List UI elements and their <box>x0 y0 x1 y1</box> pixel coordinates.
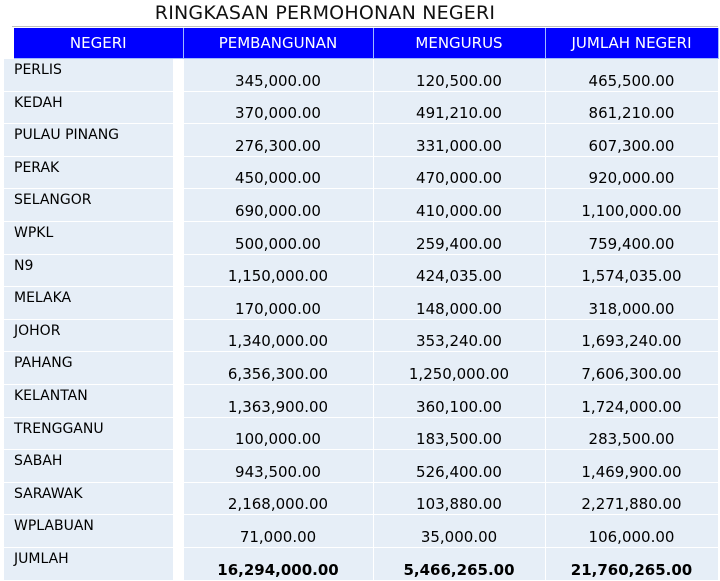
pembangunan-cell: 16,294,000.00 <box>183 547 374 581</box>
table-row: KEDAH 370,000.00 491,210.00 861,210.00 <box>4 91 719 125</box>
state-cell: PAHANG <box>4 351 174 385</box>
pembangunan-cell: 345,000.00 <box>183 58 374 92</box>
mengurus-cell: 526,400.00 <box>373 449 546 483</box>
pembangunan-cell: 1,340,000.00 <box>183 319 374 353</box>
pembangunan-cell: 1,150,000.00 <box>183 254 374 288</box>
jumlah-cell: 1,469,900.00 <box>545 449 719 483</box>
state-cell: SABAH <box>4 449 174 483</box>
state-cell: MELAKA <box>4 286 174 320</box>
column-header-mengurus: MENGURUS <box>373 28 546 59</box>
table-body: PERLIS 345,000.00 120,500.00 465,500.00 KEDA… <box>4 58 719 581</box>
mengurus-cell: 120,500.00 <box>373 58 546 92</box>
pembangunan-cell: 943,500.00 <box>183 449 374 483</box>
jumlah-cell: 318,000.00 <box>545 286 719 320</box>
pembangunan-cell: 500,000.00 <box>183 221 374 255</box>
pembangunan-cell: 6,356,300.00 <box>183 351 374 385</box>
jumlah-cell: 861,210.00 <box>545 91 719 125</box>
table-row: N9 1,150,000.00 424,035.00 1,574,035.00 <box>4 254 719 288</box>
table-row: KELANTAN 1,363,900.00 360,100.00 1,724,000.… <box>4 384 719 418</box>
state-cell: PERLIS <box>4 58 174 92</box>
title-divider <box>12 26 718 27</box>
pembangunan-cell: 690,000.00 <box>183 188 374 222</box>
jumlah-cell: 21,760,265.00 <box>545 547 719 581</box>
mengurus-cell: 1,250,000.00 <box>373 351 546 385</box>
table-row: MELAKA 170,000.00 148,000.00 318,000.00 <box>4 286 719 320</box>
jumlah-cell: 1,693,240.00 <box>545 319 719 353</box>
state-cell: KELANTAN <box>4 384 174 418</box>
state-cell: PULAU PINANG <box>4 123 174 157</box>
mengurus-cell: 5,466,265.00 <box>373 547 546 581</box>
state-cell: JUMLAH <box>4 547 174 581</box>
column-header-jumlah-negeri: JUMLAH NEGERI <box>545 28 719 59</box>
state-cell: PERAK <box>4 156 174 190</box>
mengurus-cell: 259,400.00 <box>373 221 546 255</box>
state-cell: WPLABUAN <box>4 514 174 548</box>
jumlah-cell: 465,500.00 <box>545 58 719 92</box>
table-row: JOHOR 1,340,000.00 353,240.00 1,693,240.00 <box>4 319 719 353</box>
jumlah-cell: 607,300.00 <box>545 123 719 157</box>
column-header-pembangunan: PEMBANGUNAN <box>183 28 374 59</box>
mengurus-cell: 331,000.00 <box>373 123 546 157</box>
table-row: PERAK 450,000.00 470,000.00 920,000.00 <box>4 156 719 190</box>
jumlah-cell: 106,000.00 <box>545 514 719 548</box>
mengurus-cell: 183,500.00 <box>373 417 546 451</box>
table-row: TRENGGANU 100,000.00 183,500.00 283,500.00 <box>4 417 719 451</box>
state-cell: SARAWAK <box>4 482 174 516</box>
pembangunan-cell: 370,000.00 <box>183 91 374 125</box>
mengurus-cell: 148,000.00 <box>373 286 546 320</box>
table-row: SARAWAK 2,168,000.00 103,880.00 2,271,880.0… <box>4 482 719 516</box>
pembangunan-cell: 276,300.00 <box>183 123 374 157</box>
table-row: WPKL 500,000.00 259,400.00 759,400.00 <box>4 221 719 255</box>
jumlah-cell: 7,606,300.00 <box>545 351 719 385</box>
pembangunan-cell: 71,000.00 <box>183 514 374 548</box>
state-cell: KEDAH <box>4 91 174 125</box>
jumlah-cell: 1,100,000.00 <box>545 188 719 222</box>
state-cell: N9 <box>4 254 174 288</box>
mengurus-cell: 470,000.00 <box>373 156 546 190</box>
table-row: SABAH 943,500.00 526,400.00 1,469,900.00 <box>4 449 719 483</box>
jumlah-cell: 920,000.00 <box>545 156 719 190</box>
mengurus-cell: 360,100.00 <box>373 384 546 418</box>
pembangunan-cell: 170,000.00 <box>183 286 374 320</box>
mengurus-cell: 103,880.00 <box>373 482 546 516</box>
state-cell: TRENGGANU <box>4 417 174 451</box>
column-header-negeri: NEGERI <box>14 28 184 59</box>
table-row: PAHANG 6,356,300.00 1,250,000.00 7,606,300.… <box>4 351 719 385</box>
pembangunan-cell: 1,363,900.00 <box>183 384 374 418</box>
mengurus-cell: 35,000.00 <box>373 514 546 548</box>
table-row: PULAU PINANG 276,300.00 331,000.00 607,300.… <box>4 123 719 157</box>
state-cell: JOHOR <box>4 319 174 353</box>
jumlah-cell: 759,400.00 <box>545 221 719 255</box>
page-title: RINGKASAN PERMOHONAN NEGERI <box>154 2 496 24</box>
jumlah-cell: 283,500.00 <box>545 417 719 451</box>
state-cell: SELANGOR <box>4 188 174 222</box>
jumlah-cell: 1,724,000.00 <box>545 384 719 418</box>
table-total-row: JUMLAH 16,294,000.00 5,466,265.00 21,760,26… <box>4 547 719 581</box>
pembangunan-cell: 2,168,000.00 <box>183 482 374 516</box>
jumlah-cell: 1,574,035.00 <box>545 254 719 288</box>
pembangunan-cell: 450,000.00 <box>183 156 374 190</box>
table-header-row: NEGERI PEMBANGUNAN MENGURUS JUMLAH NEGER… <box>14 28 719 59</box>
mengurus-cell: 491,210.00 <box>373 91 546 125</box>
table-row: PERLIS 345,000.00 120,500.00 465,500.00 <box>4 58 719 92</box>
pembangunan-cell: 100,000.00 <box>183 417 374 451</box>
mengurus-cell: 353,240.00 <box>373 319 546 353</box>
mengurus-cell: 410,000.00 <box>373 188 546 222</box>
summary-table: NEGERI PEMBANGUNAN MENGURUS JUMLAH NEGER… <box>4 28 719 581</box>
jumlah-cell: 2,271,880.00 <box>545 482 719 516</box>
state-cell: WPKL <box>4 221 174 255</box>
table-row: WPLABUAN 71,000.00 35,000.00 106,000.00 <box>4 514 719 548</box>
mengurus-cell: 424,035.00 <box>373 254 546 288</box>
table-row: SELANGOR 690,000.00 410,000.00 1,100,000.00 <box>4 188 719 222</box>
